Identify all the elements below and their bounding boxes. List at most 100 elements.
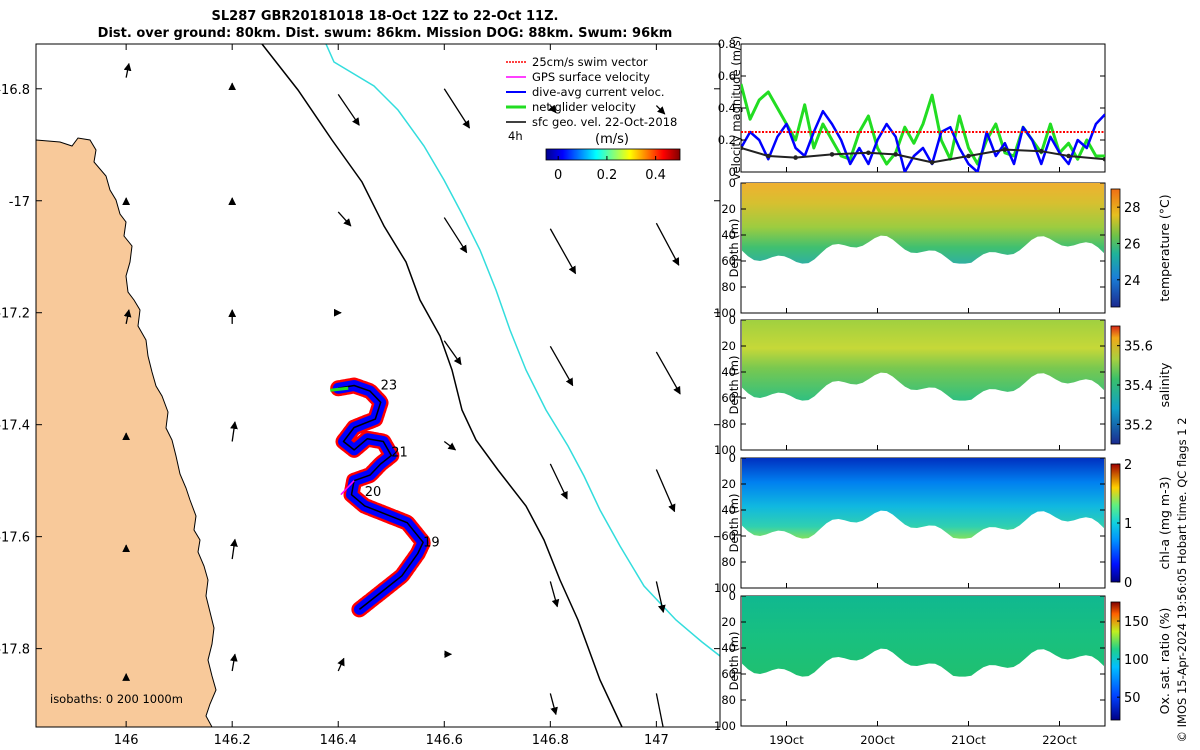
legend-sfc: sfc geo. vel. 22-Oct-2018 (532, 115, 677, 129)
sfc-velocity-point (793, 155, 798, 160)
velocity-y-tick-label: 0.8 (718, 37, 736, 51)
day-label: 19 (423, 535, 440, 550)
sfc-velocity-point (1102, 156, 1105, 162)
colorbar-tick-label: 0 (554, 168, 562, 183)
sfc-velocity-point (829, 152, 835, 157)
section-ylabel: Depth (m) (727, 219, 741, 278)
current-vector (655, 105, 666, 115)
depth-tick-label: 40 (721, 365, 736, 379)
section-colorbar-tick-label: 35.2 (1124, 418, 1153, 433)
depth-tick-label: 40 (721, 503, 736, 517)
section-colorbar-label: temperature (°C) (1157, 194, 1172, 301)
section-colorbar-tick-label: 26 (1124, 237, 1141, 252)
section-colorbar-tick-label: 35.4 (1124, 379, 1153, 394)
map-x-tick-label: 146.6 (426, 733, 463, 748)
sfc-velocity-point (1039, 148, 1044, 154)
current-vector (229, 653, 238, 672)
depth-tick-label: 0 (729, 176, 736, 190)
figure-title: SL287 GBR20181018 18-Oct 12Z to 22-Oct 1… (30, 8, 740, 42)
isobath-1000m (325, 44, 720, 657)
sfc-velocity-point (766, 153, 771, 159)
current-vector (337, 211, 352, 227)
depth-tick-label: 20 (721, 202, 736, 216)
depth-tick-label: 80 (721, 555, 736, 569)
map-x-tick-label: 146.4 (320, 733, 357, 748)
velocity-series-diveavg (741, 109, 1105, 172)
coastline-land (36, 137, 217, 727)
current-vector (230, 538, 238, 560)
depth-tick-label: 60 (721, 529, 736, 543)
time-tick-label: 19Oct (769, 733, 804, 747)
section-colorbar-tick-label: 50 (1124, 691, 1141, 706)
map-y-tick-label: -17.4 (0, 419, 30, 434)
current-vector (655, 469, 676, 513)
sfc-velocity-point (929, 160, 935, 165)
time-axis: 19Oct 20Oct 21Oct 22Oct (769, 167, 1077, 747)
map-y-tick-label: -17.8 (0, 643, 30, 658)
section-data-field (742, 458, 1104, 539)
legend-gps: GPS surface velocity (532, 70, 650, 84)
current-vector (655, 581, 666, 614)
depth-tick-label: 100 (714, 443, 736, 457)
velocity-panel: 0 0.2 0.4 0.6 0.8 velocity magnitude (m/s) (718, 36, 1106, 180)
sfc-velocity-point (1002, 147, 1008, 152)
colorbar-units: (m/s) (595, 132, 629, 147)
map-x-ticks: 146 146.2 146.4 146.6 146.8 147 (114, 44, 669, 748)
section-colorbar-tick-label: 100 (1124, 653, 1149, 668)
map-x-tick-label: 146 (114, 733, 139, 748)
day-label: 21 (391, 446, 408, 461)
sfc-velocity-point (866, 150, 871, 156)
section-colorbar-tick-label: 2 (1124, 458, 1132, 473)
gps-surface-velocity-mark (340, 480, 355, 496)
section-panel-3: 0 20 40 60 80 100 Depth (m) 0 1 2 chl-a (mg m-3) (714, 451, 1172, 595)
current-vector (230, 421, 238, 442)
title-line-1: SL287 GBR20181018 18-Oct 12Z to 22-Oct 1… (211, 9, 559, 24)
map-x-tick-label: 146.2 (214, 733, 251, 748)
map-y-tick-label: -17.6 (0, 531, 30, 546)
section-colorbar-tick-label: 35.6 (1124, 340, 1153, 355)
section-data-field (742, 596, 1104, 677)
section-colorbar-tick-label: 0 (1124, 576, 1132, 591)
section-ylabel: Depth (m) (727, 494, 741, 553)
depth-tick-label: 20 (721, 477, 736, 491)
section-colorbar-tick-label: 1 (1124, 517, 1132, 532)
velocity-series (741, 83, 1105, 172)
map-x-tick-label: 147 (644, 733, 669, 748)
section-colorbar-tick-label: 24 (1124, 274, 1141, 289)
legend-swim: 25cm/s swim vector (532, 55, 648, 69)
legend-period: 4h (508, 129, 523, 143)
current-vector (337, 657, 345, 672)
velocity-series-net (741, 83, 1105, 166)
map-y-ticks: -16.8 -17 -17.2 -17.4 -17.6 -17.8 (0, 83, 720, 658)
sfc-velocity-point (966, 153, 971, 159)
section-data-field (742, 183, 1104, 264)
section-ylabel: Depth (m) (727, 632, 741, 691)
speed-colorbar-ticks: 0 0.2 0.4 (554, 156, 666, 183)
current-vector (549, 345, 574, 387)
current-vector (123, 309, 132, 325)
current-vector (549, 228, 577, 275)
section-colorbar (1110, 601, 1121, 721)
map-legend: 25cm/s swim vector GPS surface velocity … (506, 55, 681, 183)
depth-tick-label: 60 (721, 391, 736, 405)
section-panel-1: 0 20 40 60 80 100 Depth (m) 24 26 28 temperature (… (714, 176, 1172, 320)
velocity-y-ticks: 0 0.2 0.4 0.6 0.8 (718, 37, 1105, 179)
credit-text: © IMOS 15-Apr-2024 19:56:05 Hobart time.… (1175, 417, 1189, 742)
depth-tick-label: 100 (714, 306, 736, 320)
glider-wake (330, 377, 432, 618)
time-tick-label: 20Oct (860, 733, 895, 747)
depth-tick-label: 0 (729, 589, 736, 603)
section-colorbar-label: Ox. sat. ratio (%) (1157, 608, 1172, 715)
sfc-velocity-point (1066, 153, 1071, 159)
current-vector (443, 217, 468, 254)
glider-track (338, 384, 424, 610)
day-label: 20 (365, 485, 382, 500)
velocity-y-tick-label: 0.2 (718, 133, 736, 147)
day-label: 23 (381, 379, 398, 394)
title-line-2: Dist. over ground: 80km. Dist. swum: 86k… (97, 26, 673, 41)
legend-dive: dive-avg current veloc. (532, 85, 665, 99)
section-panel-4: 0 20 40 60 80 100 Depth (m) 50 100 150 Ox. sat. ra… (714, 589, 1172, 733)
velocity-y-tick-label: 0.4 (718, 101, 736, 115)
section-colorbar-label: salinity (1157, 362, 1172, 407)
